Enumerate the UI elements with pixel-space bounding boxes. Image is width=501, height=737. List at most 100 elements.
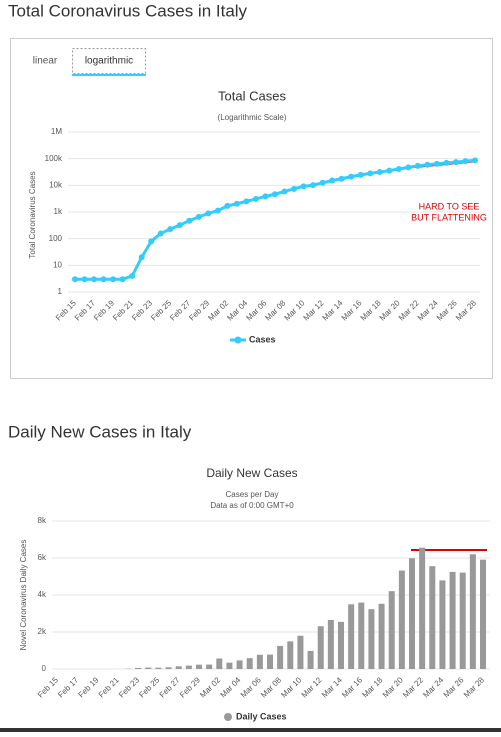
point — [234, 201, 240, 207]
bar — [257, 655, 263, 669]
bar — [216, 659, 222, 669]
bar — [155, 668, 161, 669]
bar — [308, 651, 314, 669]
point — [186, 218, 192, 224]
point — [82, 276, 88, 282]
bar — [145, 668, 151, 669]
bar — [389, 591, 395, 669]
point — [243, 198, 249, 204]
tab[interactable]: linear — [33, 56, 58, 67]
point — [282, 188, 288, 194]
x-tick-label: Mar 02 — [198, 675, 222, 699]
point — [453, 159, 459, 165]
point — [167, 226, 173, 232]
y-tick-label: 10 — [53, 260, 62, 269]
y-axis-label: Total Coronavirus Cases — [28, 171, 37, 258]
bar — [226, 663, 232, 669]
legend-marker — [224, 713, 232, 721]
point — [101, 276, 107, 282]
point — [472, 157, 478, 163]
point — [177, 222, 183, 228]
point — [320, 180, 326, 186]
point — [443, 160, 449, 166]
bar — [439, 580, 445, 669]
point — [367, 170, 373, 176]
point — [224, 203, 230, 209]
bar — [409, 558, 415, 669]
point — [262, 193, 268, 199]
point — [272, 191, 278, 197]
bar — [186, 666, 192, 669]
bar — [368, 609, 374, 669]
bar — [176, 666, 182, 669]
chart-title: Total Cases — [218, 88, 286, 103]
x-tick-label: Mar 14 — [320, 675, 344, 699]
point — [434, 161, 440, 167]
point — [377, 169, 383, 175]
x-tick-label: Mar 24 — [421, 675, 445, 699]
x-tick-label: Mar 12 — [300, 675, 324, 699]
bar — [287, 641, 293, 669]
point — [405, 164, 411, 170]
x-tick-label: Feb 19 — [77, 675, 101, 699]
x-tick-label: Mar 18 — [361, 675, 385, 699]
bar — [379, 604, 385, 669]
y-tick-label: 2k — [38, 627, 47, 636]
x-tick-label: Mar 16 — [340, 675, 364, 699]
x-tick-label: Mar 26 — [442, 675, 466, 699]
x-tick-label: Mar 10 — [279, 675, 303, 699]
x-tick-label: Feb 23 — [117, 675, 141, 699]
bar — [450, 572, 456, 669]
y-tick-label: 4k — [38, 590, 47, 599]
legend-label[interactable]: Daily Cases — [236, 711, 287, 721]
point — [291, 186, 297, 192]
section-heading: Daily New Cases in Italy — [8, 422, 192, 441]
bar — [348, 604, 354, 669]
bar — [399, 571, 405, 669]
y-tick-label: 8k — [38, 516, 47, 525]
point — [301, 183, 307, 189]
y-axis-label: Novel Coronavirus Daily Cases — [19, 540, 28, 651]
y-tick-label: 1M — [51, 127, 62, 136]
x-tick-label: Feb 21 — [97, 675, 121, 699]
bottom-bar — [0, 728, 501, 732]
x-tick-label: Mar 28 — [462, 675, 486, 699]
point — [139, 254, 145, 260]
point — [129, 273, 135, 279]
point — [253, 196, 259, 202]
tab-underline — [72, 74, 146, 76]
legend-marker — [235, 337, 242, 344]
tab-active[interactable]: logarithmic — [85, 56, 133, 67]
legend-label[interactable]: Cases — [249, 334, 276, 344]
point — [205, 210, 211, 216]
point — [396, 166, 402, 172]
x-tick-label: Mar 04 — [219, 675, 243, 699]
point — [462, 158, 468, 164]
y-tick-label: 1 — [58, 287, 63, 296]
point — [339, 176, 345, 182]
x-tick-label: Mar 20 — [381, 675, 405, 699]
bar — [166, 667, 172, 669]
point — [215, 208, 221, 214]
point — [415, 163, 421, 169]
point — [329, 178, 335, 184]
point — [158, 230, 164, 236]
y-tick-label: 1k — [54, 207, 63, 216]
y-tick-label: 100 — [49, 234, 63, 243]
bar — [358, 603, 364, 669]
point — [310, 182, 316, 188]
point — [148, 238, 154, 244]
x-tick-label: Feb 17 — [56, 675, 80, 699]
point — [358, 172, 364, 178]
bar — [297, 636, 303, 669]
chart-subtitle: (Logarithmic Scale) — [218, 113, 287, 122]
bar — [328, 620, 334, 669]
annotation: HARD TO SEE — [419, 201, 480, 211]
x-tick-label: Mar 22 — [401, 675, 425, 699]
y-tick-label: 6k — [38, 553, 47, 562]
bar — [247, 658, 253, 669]
point — [120, 276, 126, 282]
bar — [206, 665, 212, 669]
